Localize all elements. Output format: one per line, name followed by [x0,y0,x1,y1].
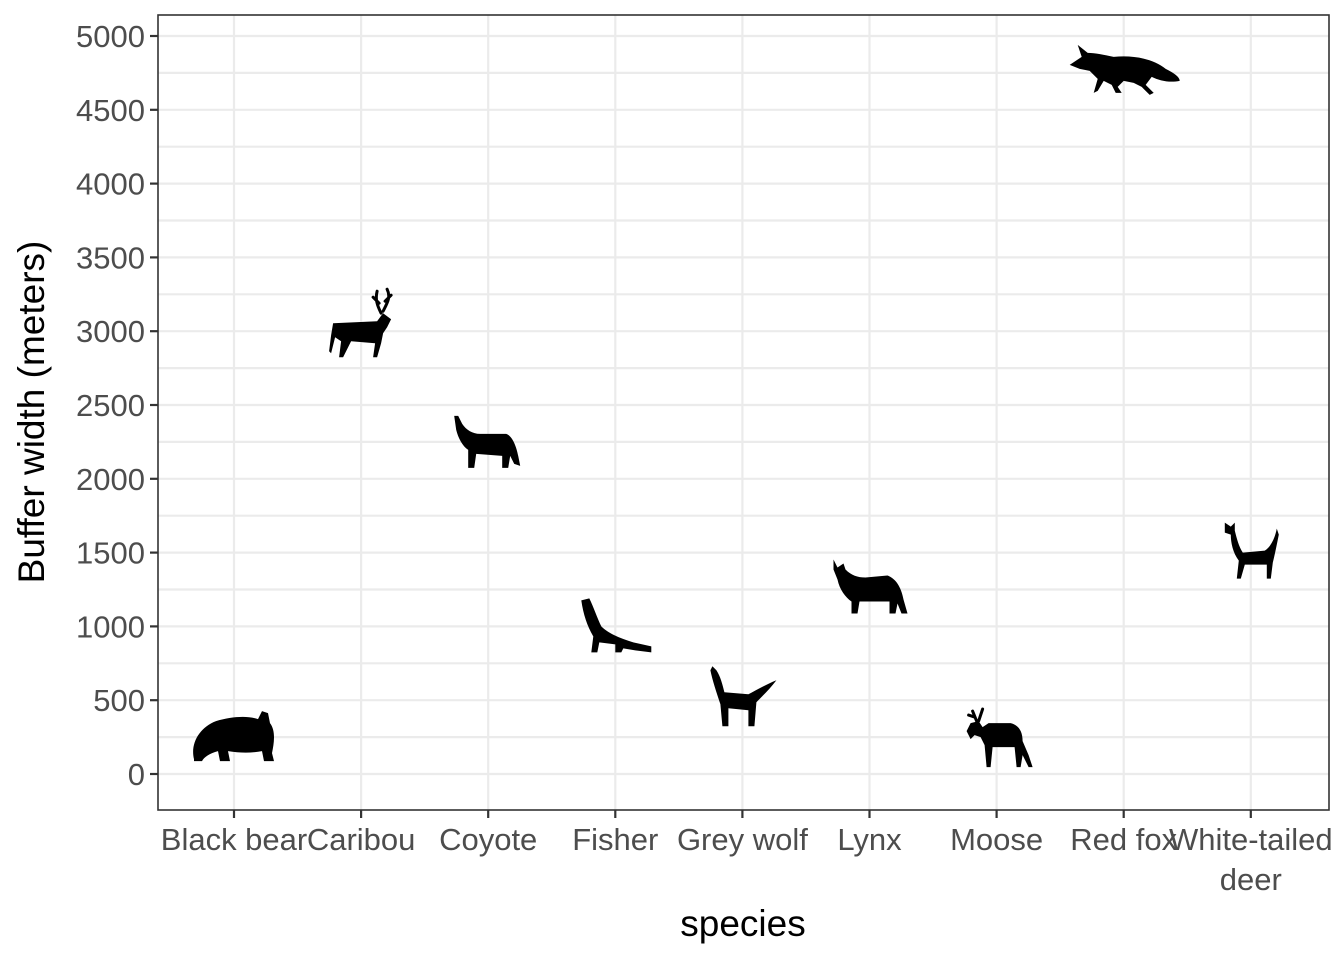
x-tick-label-line: Fisher [572,822,658,857]
x-tick-label-line: White-tailed [1169,822,1333,857]
y-tick-label: 500 [93,683,145,718]
y-tick-label: 1500 [76,536,145,571]
x-tick-label-line: deer [1220,862,1282,897]
y-tick-label: 2000 [76,462,145,497]
x-tick-label-line: Moose [950,822,1043,857]
x-tick-label: Coyote [439,822,537,857]
x-tick-label-line: Caribou [307,822,416,857]
x-tick-label: Moose [950,822,1043,857]
x-tick-label: Black bear [161,822,307,857]
x-axis-title: species [680,903,805,944]
y-tick-label: 1000 [76,609,145,644]
y-axis-title: Buffer width (meters) [11,241,52,584]
x-tick-label-line: Grey wolf [677,822,808,857]
x-tick-label-line: Black bear [161,822,307,857]
axis-ticks: 0 500 1000 1500 2000 2500 3000 3500 4000 4500 5000… [76,19,1333,897]
y-tick-label: 2500 [76,388,145,423]
y-tick-label: 3500 [76,240,145,275]
x-tick-label: Grey wolf [677,822,808,857]
y-tick-label: 5000 [76,19,145,54]
x-tick-label-line: Red fox [1070,822,1177,857]
x-tick-label: White-tailed deer [1169,822,1333,897]
y-tick-label: 0 [128,757,145,792]
x-tick-label: Fisher [572,822,658,857]
x-tick-label: Caribou [307,822,416,857]
x-tick-label-line: Lynx [837,822,902,857]
y-tick-label: 3000 [76,314,145,349]
x-tick-label: Lynx [837,822,902,857]
x-tick-label-line: Coyote [439,822,537,857]
y-tick-label: 4500 [76,93,145,128]
y-tick-label: 4000 [76,167,145,202]
x-tick-label: Red fox [1070,822,1177,857]
